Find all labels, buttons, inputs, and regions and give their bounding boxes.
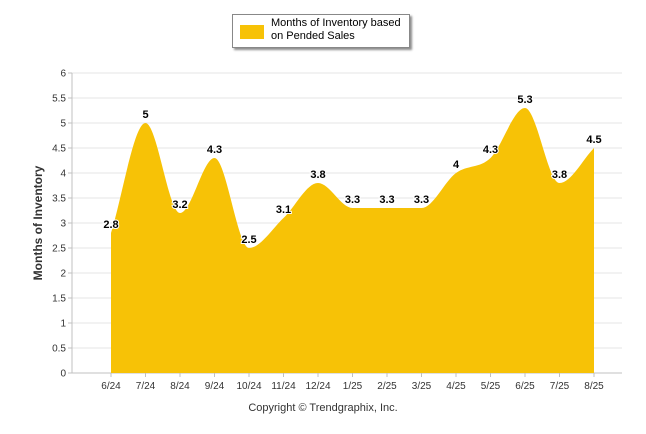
legend-swatch (240, 25, 264, 39)
x-tick-label: 6/24 (101, 381, 121, 392)
x-tick-label: 1/25 (343, 381, 363, 392)
data-label: 3.3 (414, 194, 429, 206)
x-tick-label: 11/24 (271, 381, 296, 392)
copyright-footer: Copyright © Trendgraphix, Inc. (248, 402, 398, 414)
x-tick-label: 2/25 (377, 381, 397, 392)
data-label: 3.3 (345, 194, 360, 206)
x-tick-label: 5/25 (481, 381, 501, 392)
x-tick-label: 10/24 (236, 381, 261, 392)
data-label: 2.5 (241, 234, 256, 246)
y-tick-label: 3 (60, 219, 66, 230)
y-tick-label: 4 (60, 169, 66, 180)
x-tick-labels: 6/24 7/24 8/24 9/24 10/24 11/24 12/24 1/25 2/25 3… (101, 373, 604, 392)
x-tick-label: 4/25 (446, 381, 466, 392)
x-tick-label: 6/25 (515, 381, 535, 392)
y-tick-label: 0.5 (52, 344, 66, 355)
legend-label: Months of Inventory based on Pended Sale… (271, 17, 401, 42)
y-tick-label: 5 (60, 119, 66, 130)
y-tick-label: 5.5 (52, 94, 66, 105)
series-area-fill (111, 108, 594, 373)
x-tick-label: 7/25 (550, 381, 570, 392)
series-area (111, 108, 594, 373)
y-tick-label: 2 (60, 269, 66, 280)
x-tick-label: 9/24 (205, 381, 225, 392)
data-labels: 2.8 5 3.2 4.3 2.5 3.1 3.8 3.3 3.3 3.3 4 4.3 5.3 3.8 4.… (102, 93, 602, 247)
data-label: 3.8 (552, 169, 567, 181)
x-tick-label: 7/24 (136, 381, 156, 392)
data-label: 3.3 (379, 194, 394, 206)
data-label: 4 (453, 159, 460, 171)
y-tick-label: 6 (60, 69, 66, 80)
x-tick-label: 8/24 (170, 381, 190, 392)
data-label: 5 (142, 109, 148, 121)
legend: Months of Inventory based on Pended Sale… (232, 14, 410, 48)
y-tick-label: 0 (60, 369, 66, 380)
data-label: 3.2 (172, 199, 187, 211)
x-tick-label: 3/25 (412, 381, 432, 392)
data-label: 2.8 (103, 219, 118, 231)
y-tick-labels: 0 0.5 1 1.5 2 2.5 3 3.5 4 4.5 5 5.5 6 (52, 69, 66, 380)
y-tick-label: 3.5 (52, 194, 66, 205)
data-label: 4.5 (586, 134, 601, 146)
data-label: 3.8 (310, 169, 325, 181)
y-tick-label: 1.5 (52, 294, 66, 305)
x-tick-label: 8/25 (584, 381, 604, 392)
x-tick-label: 12/24 (305, 381, 330, 392)
y-axis-title: Months of Inventory (31, 165, 45, 280)
data-label: 4.3 (207, 144, 222, 156)
data-label: 5.3 (517, 94, 532, 106)
y-tick-label: 2.5 (52, 244, 66, 255)
data-label: 3.1 (276, 204, 291, 216)
y-tick-label: 1 (60, 319, 66, 330)
data-label: 4.3 (483, 144, 498, 156)
y-tick-label: 4.5 (52, 144, 66, 155)
